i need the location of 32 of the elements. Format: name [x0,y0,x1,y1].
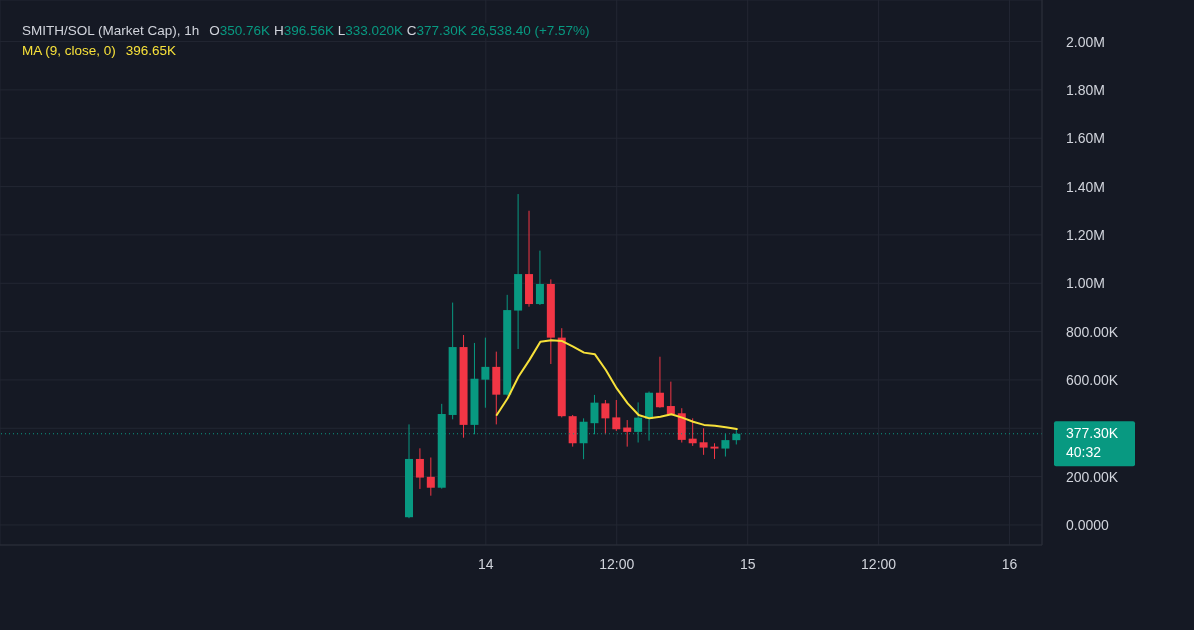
x-tick-label: 16 [1001,555,1018,572]
candlestick [655,356,664,409]
candlestick [426,457,435,497]
candlestick [601,399,610,435]
y-tick-label: 600.00K [1066,371,1119,388]
ref-line-label: 377.30K [1066,425,1119,442]
y-tick-label: 800.00K [1066,323,1119,340]
candlestick [481,337,490,409]
x-tick-label: 12:00 [861,555,897,572]
text: O350.76K H396.56K L333.020K C377.30K 26,538.40 (+7.57%) [209,23,590,38]
y-tick-label: 1.40M [1066,178,1105,195]
x-tick-label: 14 [478,555,494,572]
y-tick-label: 200.00K [1066,468,1119,485]
candlestick [699,427,708,456]
y-tick-label: 1.00M [1066,275,1105,292]
candlestick [415,447,424,490]
y-tick-label: 0.0000 [1066,516,1110,533]
candlestick [623,419,632,448]
text: SMITH/SOL (Market Cap), 1h [22,23,200,38]
y-tick-label: 1.60M [1066,130,1105,147]
text: 396.65K [125,43,177,58]
text: 40:32 [1066,444,1102,461]
candlestick [666,381,675,415]
x-tick-label: 15 [739,555,756,572]
text: MA (9, close, 0) [22,43,116,58]
y-tick-label: 1.80M [1066,81,1105,98]
candlestick [535,250,544,306]
y-tick-label: 1.20M [1066,226,1105,243]
candlestick [612,399,621,432]
x-tick-label: 12:00 [599,555,635,572]
line-series [495,339,738,431]
y-tick-label: 2.00M [1066,33,1105,50]
